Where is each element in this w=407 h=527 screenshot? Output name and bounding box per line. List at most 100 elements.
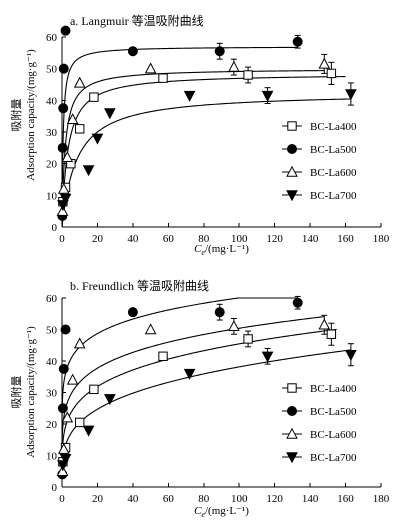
x-tick-label: 180	[373, 233, 390, 245]
fit-curve-bc-la600	[61, 70, 325, 227]
data-point	[82, 425, 95, 437]
data-point	[73, 76, 86, 88]
x-axis-label: Ce/(mg·L⁻¹)	[194, 505, 249, 519]
y-tick-label: 20	[46, 419, 58, 431]
data-point	[66, 113, 79, 125]
data-point	[292, 36, 303, 47]
data-point	[127, 46, 138, 57]
y-tick-label: 10	[46, 451, 58, 463]
legend-marker	[287, 144, 297, 154]
legend-marker	[286, 452, 298, 464]
data-point	[292, 297, 303, 308]
legend-marker	[286, 427, 298, 439]
y-tick-label: 0	[52, 482, 58, 494]
data-point	[56, 204, 69, 216]
chart-title: b. Freundlich 等温吸附曲线	[70, 279, 209, 293]
legend-label: BC-La500	[310, 406, 357, 418]
data-point	[214, 307, 225, 318]
series-bc-la600	[56, 314, 331, 476]
y-tick-label: 30	[46, 388, 58, 400]
x-axis-label-subscript: e	[201, 248, 205, 257]
data-point	[104, 108, 116, 120]
data-point	[144, 323, 157, 335]
x-tick-label: 60	[163, 233, 175, 245]
data-point	[158, 351, 168, 361]
data-point	[326, 68, 337, 79]
series-bc-la600	[56, 53, 331, 216]
legend-label: BC-La500	[310, 144, 357, 156]
x-tick-label: 120	[266, 493, 283, 505]
y-axis-label-cn: 吸附量	[9, 99, 23, 132]
x-tick-label: 80	[198, 493, 210, 505]
data-point	[183, 368, 196, 380]
legend-marker	[286, 190, 298, 202]
data-point	[58, 63, 69, 74]
data-point	[57, 403, 68, 414]
data-point	[89, 384, 99, 395]
y-tick-label: 50	[46, 64, 58, 76]
x-tick-label: 140	[302, 233, 319, 245]
y-axis-label: Adsorption capacity/(mg·g⁻¹)	[25, 326, 37, 458]
data-point	[243, 70, 253, 80]
data-point	[75, 124, 85, 134]
legend-label: BC-La600	[310, 167, 357, 179]
data-point	[318, 318, 331, 330]
fit-curve-bc-la400	[61, 76, 346, 227]
data-point	[75, 417, 85, 428]
data-point	[61, 411, 74, 423]
data-point	[60, 324, 71, 335]
data-point	[345, 89, 357, 101]
chart-title: a. Langmuir 等温吸附曲线	[70, 14, 204, 28]
data-point	[56, 464, 69, 476]
data-point	[214, 46, 225, 57]
legend-marker	[287, 121, 297, 131]
data-point	[144, 62, 157, 74]
x-tick-label: 180	[373, 493, 390, 505]
x-tick-label: 20	[92, 493, 104, 505]
x-axis-label-symbol: C	[194, 505, 202, 517]
data-point	[104, 394, 116, 406]
legend-label: BC-La700	[310, 452, 357, 464]
data-point	[59, 193, 72, 205]
data-point	[57, 442, 70, 454]
x-axis-label-unit: /(mg·L⁻¹)	[205, 505, 249, 517]
x-tick-label: 120	[266, 233, 283, 245]
y-tick-label: 30	[46, 127, 58, 139]
data-point	[59, 453, 72, 465]
legend: BC-La400 BC-La500 BC-La600 BC-La700	[282, 383, 357, 464]
x-tick-label: 60	[163, 493, 175, 505]
data-point	[61, 151, 74, 163]
data-point	[228, 60, 240, 72]
y-tick-label: 0	[52, 222, 58, 234]
data-point	[127, 307, 138, 318]
data-point	[91, 133, 104, 145]
x-axis-label-unit: /(mg·L⁻¹)	[205, 243, 249, 255]
data-point	[58, 363, 69, 374]
data-point	[243, 334, 253, 344]
series-bc-la400	[58, 322, 337, 467]
x-tick-label: 140	[302, 493, 319, 505]
y-axis-label: Adsorption capacity/(mg·g⁻¹)	[25, 49, 37, 181]
data-point	[58, 103, 69, 114]
fit-curve-bc-la500	[61, 46, 298, 225]
data-point	[158, 73, 168, 83]
data-point	[66, 373, 79, 385]
x-tick-label: 0	[59, 233, 65, 245]
series-bc-la700	[57, 343, 357, 472]
y-axis-label-cn: 吸附量	[9, 376, 23, 409]
x-tick-label: 40	[127, 233, 139, 245]
fit-curve-bc-la700	[61, 98, 351, 227]
legend: BC-La400 BC-La500 BC-La600 BC-La700	[282, 121, 357, 202]
y-tick-label: 60	[46, 32, 58, 44]
y-tick-label: 10	[46, 190, 58, 202]
data-point	[326, 329, 337, 339]
data-point	[345, 350, 357, 361]
y-tick-label: 60	[46, 293, 58, 305]
data-point	[57, 142, 68, 153]
x-axis-label: Ce/(mg·L⁻¹)	[194, 243, 249, 257]
x-tick-label: 0	[59, 493, 65, 505]
data-point	[228, 320, 240, 332]
legend-label: BC-La400	[310, 383, 357, 395]
